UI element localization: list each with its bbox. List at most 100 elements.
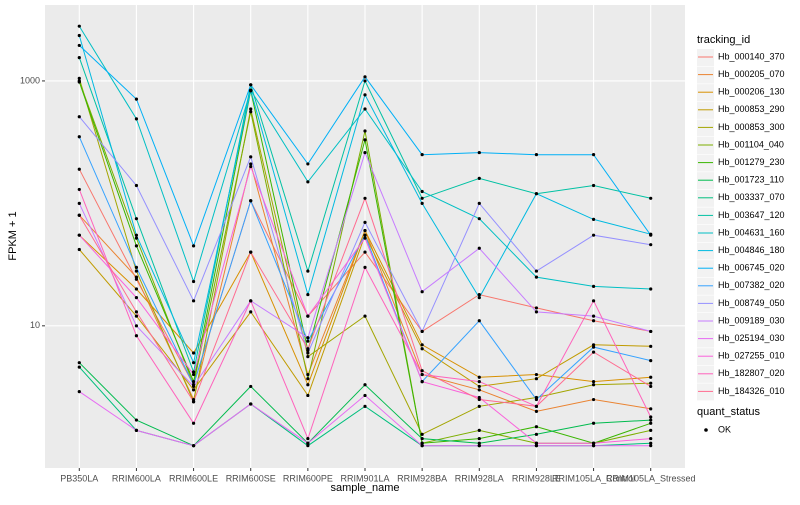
point [534,275,539,279]
point [363,236,367,240]
point [249,110,253,114]
x-tick-label: RRIM928BA [397,473,447,483]
point [77,43,81,48]
point [134,310,139,314]
x-tick-label: RRIM600LA [112,473,161,483]
legend-key [704,428,708,432]
point [649,358,653,363]
point [477,380,481,384]
point [649,287,653,291]
legend-label: OK [718,424,731,434]
point [534,269,539,273]
point [191,279,196,284]
point [77,80,81,84]
legend-label: Hb_025194_030 [718,333,785,343]
point [249,299,253,303]
x-tick-label: RRIM928LE [512,473,561,483]
point [191,421,196,425]
point [534,409,539,414]
point [134,428,139,432]
point [306,372,310,377]
point [363,150,367,155]
point [77,187,81,192]
point [591,183,596,188]
legend-title: tracking_id [697,34,750,46]
point [249,402,253,406]
point [363,250,367,254]
point [420,189,424,194]
point [134,117,139,121]
point [77,76,81,80]
point [477,444,481,448]
point [306,269,310,273]
point [77,33,81,38]
point [77,24,81,28]
point [591,233,596,237]
point [363,404,367,408]
point [306,444,310,448]
point [420,347,424,351]
point [591,153,596,157]
y-axis-title: FPKM + 1 [7,211,19,260]
point [306,162,310,166]
point [591,345,596,349]
point [191,400,196,404]
point [649,243,653,247]
point [477,388,481,392]
point [591,350,596,354]
point [591,284,596,288]
point [306,180,310,184]
legend-label: Hb_027255_010 [718,351,785,361]
point [477,319,481,323]
point [306,355,310,359]
point [249,199,253,203]
point [420,329,424,334]
legend-label: Hb_000140_370 [718,51,785,61]
point [534,372,539,377]
legend-label: Hb_006745_020 [718,263,785,273]
point [591,380,596,384]
point [420,441,424,445]
point [477,292,481,297]
point [591,319,596,323]
point [363,75,367,79]
point [649,415,653,419]
point [306,292,310,297]
point [420,369,424,373]
point [77,361,81,365]
point [134,183,139,188]
point [649,421,653,425]
point [420,153,424,157]
point [363,233,367,237]
point [534,377,539,381]
point [134,334,139,338]
point [363,107,367,111]
point [649,384,653,389]
point [591,444,596,448]
point [477,375,481,379]
point [477,436,481,441]
point [363,265,367,270]
point [420,201,424,205]
point [534,192,539,196]
point [649,233,653,237]
point [134,269,139,273]
point [77,390,81,394]
x-tick-label: RRIM105LA_Control [552,473,635,483]
x-tick-label: RRIM928LA [455,473,504,483]
point [534,153,539,157]
point [363,93,367,97]
point [191,380,196,384]
point [420,436,424,441]
x-tick-label: RRIM600SE [226,473,276,483]
point [77,233,81,237]
point [77,365,81,369]
point [420,372,424,377]
point [477,428,481,432]
legend-label: Hb_000853_300 [718,122,785,132]
point [477,176,481,180]
point [249,162,253,166]
x-axis-title: sample_name [330,482,399,494]
point [134,324,139,328]
